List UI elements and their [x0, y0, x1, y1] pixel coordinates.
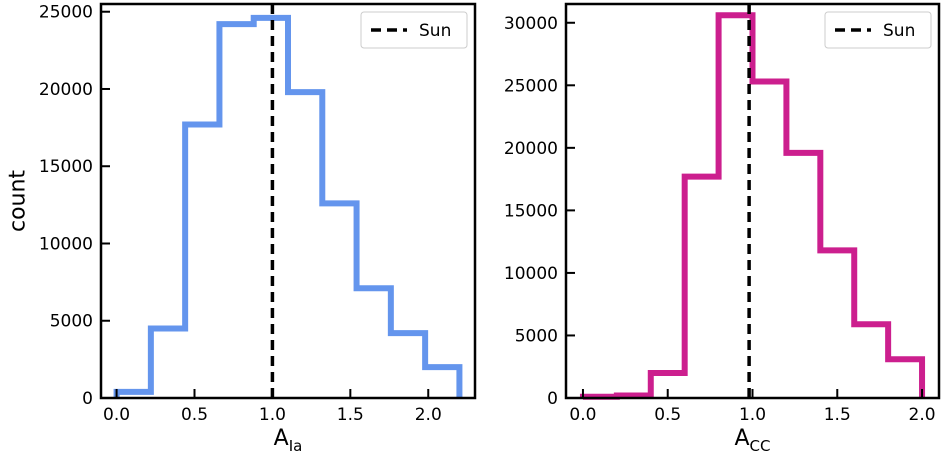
- y-tick-label: 30000: [504, 14, 558, 34]
- y-axis-label: count: [6, 170, 31, 232]
- x-tick-label: 1.5: [824, 405, 851, 425]
- x-axis-label-subscript: Ia: [289, 437, 303, 452]
- x-tick-label: 0.0: [569, 405, 596, 425]
- y-tick-label: 20000: [39, 80, 93, 100]
- y-tick-label: 15000: [504, 201, 558, 221]
- x-tick-label: 2.0: [415, 405, 442, 425]
- x-axis-label-main: A: [734, 426, 749, 451]
- x-axis-label-main: A: [274, 426, 289, 451]
- y-tick-label: 20000: [504, 139, 558, 159]
- x-tick-label: 0.5: [181, 405, 208, 425]
- histogram-ia: [113, 14, 463, 398]
- panel-cc: 0.0 0.5 1.0 1.5 2.0 0 5000 10000 15000 20000 2500…: [504, 2, 941, 452]
- legend-box: [824, 11, 932, 49]
- histogram-cc: [579, 12, 926, 400]
- y-tick-label: 25000: [39, 3, 93, 23]
- x-axis-label-subscript: CC: [750, 437, 771, 452]
- y-tick-label: 10000: [39, 234, 93, 254]
- x-tick-label: 1.5: [337, 405, 364, 425]
- y-tick-label: 0: [82, 389, 93, 409]
- y-tick-label: 15000: [39, 157, 93, 177]
- y-tick-label: 5000: [50, 312, 93, 332]
- x-axis-label-cc: ACC: [734, 426, 770, 452]
- histogram-step: [113, 14, 463, 398]
- axes-frame-ia: [99, 2, 477, 400]
- legend-ia: Sun: [360, 11, 468, 49]
- x-tick-label: 1.0: [259, 405, 286, 425]
- legend-box: [360, 11, 468, 49]
- x-ticks-ia: 0.0 0.5 1.0 1.5 2.0: [103, 389, 442, 425]
- x-ticks-cc: 0.0 0.5 1.0 1.5 2.0: [569, 389, 936, 425]
- x-tick-label: 2.0: [909, 405, 936, 425]
- x-axis-label-ia: AIa: [274, 426, 303, 452]
- x-tick-label: 0.5: [654, 405, 681, 425]
- legend-cc: Sun: [824, 11, 932, 49]
- x-tick-label: 0.0: [103, 405, 130, 425]
- x-tick-label: 1.0: [739, 405, 766, 425]
- y-ticks-ia: 0 5000 10000 15000 20000 25000: [39, 3, 110, 409]
- panel-ia: 0.0 0.5 1.0 1.5 2.0 0 5000 10000 15000 20000 2500…: [6, 2, 477, 452]
- y-tick-label: 5000: [515, 326, 558, 346]
- histogram-step: [579, 12, 926, 400]
- legend-sun-label: Sun: [419, 21, 451, 41]
- legend-sun-label: Sun: [883, 21, 915, 41]
- y-tick-label: 0: [547, 389, 558, 409]
- y-tick-label: 10000: [504, 264, 558, 284]
- y-ticks-cc: 0 5000 10000 15000 20000 25000 30000: [504, 14, 575, 409]
- y-tick-label: 25000: [504, 76, 558, 96]
